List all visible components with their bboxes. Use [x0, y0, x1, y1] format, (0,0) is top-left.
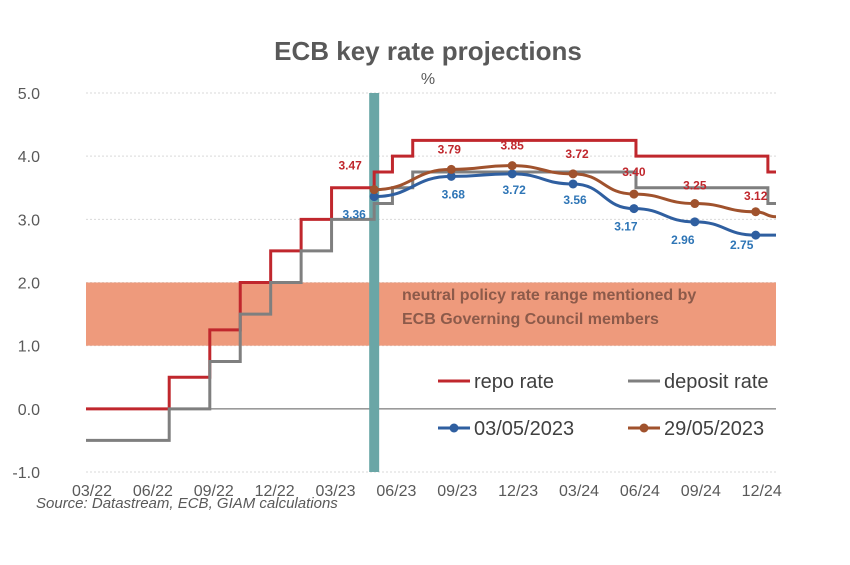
x-tick-label: 03/22 [72, 483, 112, 500]
legend-swatch-point [639, 423, 649, 433]
series-point-3 [568, 169, 578, 179]
current-date-marker [369, 93, 380, 472]
legend-label: 29/05/2023 [664, 418, 764, 440]
series-point-3 [369, 185, 379, 195]
data-label: 3.25 [683, 179, 707, 193]
data-label: 3.56 [563, 193, 587, 207]
source-note: Source: Datastream, ECB, GIAM calculatio… [36, 495, 338, 512]
data-label: 3.12 [744, 189, 768, 203]
data-label: 3.79 [438, 142, 462, 156]
x-axis-ticks: 03/22 06/22 09/22 12/22 03/23 06/23 09/23 12/23… [72, 483, 782, 500]
series-line-1 [86, 170, 776, 442]
y-tick-label: 3.0 [18, 212, 40, 229]
x-tick-label: 06/22 [133, 483, 173, 500]
series-point-3 [629, 189, 639, 199]
series-line-0 [86, 138, 776, 411]
band-text-0: neutral policy rate range mentioned by [402, 287, 696, 304]
series-point-2 [446, 171, 456, 181]
series-point-2 [690, 217, 700, 227]
series-point-2 [568, 179, 578, 189]
x-tick-label: 12/22 [255, 483, 295, 500]
y-tick-label: 2.0 [18, 276, 40, 293]
data-label: 2.96 [671, 233, 695, 247]
x-tick-label: 03/23 [316, 483, 356, 500]
x-tick-label: 06/23 [376, 483, 416, 500]
legend-swatch-point [449, 423, 459, 433]
band-rect [86, 282, 776, 346]
data-label: 3.17 [614, 220, 638, 234]
data-label: 3.68 [442, 187, 466, 201]
x-tick-label: 09/22 [194, 483, 234, 500]
data-label: 3.72 [502, 183, 526, 197]
series-point-2 [507, 169, 517, 179]
series-point-2 [629, 204, 639, 214]
data-label: 3.40 [622, 165, 646, 179]
data-label: 3.36 [342, 208, 366, 222]
legend-label: deposit rate [664, 371, 769, 393]
series-point-3 [446, 164, 456, 174]
vline-rect [369, 93, 380, 472]
data-label: 3.47 [338, 159, 362, 173]
series-point-3 [690, 199, 700, 209]
x-tick-label: 03/24 [559, 483, 599, 500]
data-labels: 3.36 3.68 3.72 3.56 3.17 2.96 2.75 3.47 3.79 3.85… [338, 139, 767, 252]
legend-label: repo rate [474, 371, 554, 393]
legend-label: 03/05/2023 [474, 418, 574, 440]
y-axis-ticks: 5.0 4.0 3.0 2.0 1.0 0.0 -1.0 [12, 86, 40, 482]
y-tick-label: 0.0 [18, 402, 40, 419]
y-tick-label: 5.0 [18, 86, 40, 103]
x-tick-label: 12/23 [498, 483, 538, 500]
legend: repo rate deposit rate 03/05/2023 29/05/202… [438, 371, 769, 440]
series-point-3 [751, 207, 761, 217]
data-label: 3.85 [500, 139, 524, 153]
neutral-rate-band: neutral policy rate range mentioned by EC… [86, 282, 776, 346]
x-tick-label: 09/23 [437, 483, 477, 500]
data-label: 3.72 [565, 147, 589, 161]
data-label: 2.75 [730, 238, 754, 252]
band-text-1: ECB Governing Council members [402, 311, 659, 328]
y-tick-label: 4.0 [18, 149, 40, 166]
y-tick-label: 1.0 [18, 339, 40, 356]
series-point-3 [507, 161, 517, 171]
chart-title: ECB key rate projections [274, 36, 582, 66]
series-point-2 [369, 192, 379, 202]
series-markers [369, 161, 761, 240]
unit-label: % [421, 71, 435, 88]
y-tick-label: -1.0 [12, 465, 40, 482]
series-point-2 [751, 230, 761, 240]
x-tick-label: 12/24 [742, 483, 782, 500]
x-tick-label: 06/24 [620, 483, 660, 500]
x-tick-label: 09/24 [681, 483, 721, 500]
